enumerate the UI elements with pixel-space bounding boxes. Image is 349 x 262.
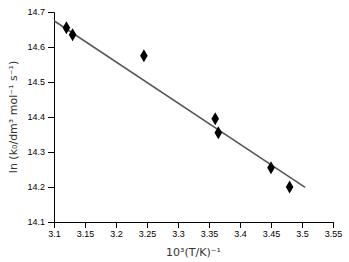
tick-label: 3.15 — [77, 229, 95, 239]
tick-label: 14.2 — [27, 182, 45, 192]
tick-mark — [48, 82, 54, 83]
tick-mark — [271, 222, 272, 228]
tick-mark — [209, 222, 210, 228]
point — [211, 112, 219, 125]
tick-mark — [48, 152, 54, 153]
tick-mark — [48, 222, 54, 223]
point — [140, 49, 148, 62]
point — [286, 180, 294, 193]
tick: 3.2 — [110, 222, 123, 239]
tick: 3.1 — [48, 222, 61, 239]
point — [267, 161, 275, 174]
point — [215, 126, 223, 139]
tick-label: 3.45 — [263, 229, 281, 239]
tick: 3.3 — [172, 222, 185, 239]
tick-mark — [48, 12, 54, 13]
tick-label: 3.5 — [296, 229, 309, 239]
axis-line — [48, 13, 55, 223]
tick-label: 3.1 — [48, 229, 61, 239]
y-axis-title: ln (k₀/dm³ mol⁻¹ s⁻¹) — [7, 61, 20, 173]
tick: 14.3 — [27, 147, 54, 157]
tick: 14.1 — [27, 217, 54, 227]
tick-label: 3.2 — [110, 229, 123, 239]
line — [54, 21, 305, 188]
y-axis: 14.1 14.2 14.3 14.4 14.5 14.6 14.7 — [27, 7, 54, 227]
tick-label: 14.1 — [27, 217, 45, 227]
tick-mark — [147, 222, 148, 228]
tick-label: 3.35 — [201, 229, 219, 239]
point — [69, 28, 77, 41]
tick-label: 3.25 — [139, 229, 157, 239]
tick: 3.25 — [139, 222, 157, 239]
tick-mark — [302, 222, 303, 228]
tick: 14.5 — [27, 77, 54, 87]
axis-line — [55, 223, 334, 229]
tick: 3.15 — [77, 222, 95, 239]
chart: 3.13.153.23.253.33.353.43.453.53.5514.11… — [0, 0, 349, 262]
x-axis-title: 10³(T/K)⁻¹ — [166, 246, 221, 259]
tick: 3.35 — [201, 222, 219, 239]
tick-mark — [85, 222, 86, 228]
tick-label: 14.6 — [27, 42, 45, 52]
tick: 3.5 — [296, 222, 309, 239]
tick: 3.4 — [234, 222, 247, 239]
tick-mark — [116, 222, 117, 228]
tick: 3.55 — [325, 222, 343, 239]
tick-label: 14.4 — [27, 112, 45, 122]
marks — [54, 21, 305, 194]
point — [63, 21, 71, 34]
tick: 14.2 — [27, 182, 54, 192]
tick: 14.6 — [27, 42, 54, 52]
tick-label: 14.7 — [27, 7, 45, 17]
tick-mark — [48, 187, 54, 188]
tick-mark — [48, 117, 54, 118]
tick-label: 14.5 — [27, 77, 45, 87]
tick-mark — [48, 47, 54, 48]
tick-label: 3.4 — [234, 229, 247, 239]
plot-area: 3.13.153.23.253.33.353.43.453.53.5514.11… — [27, 7, 342, 239]
tick: 14.4 — [27, 112, 54, 122]
tick-label: 14.3 — [27, 147, 45, 157]
tick-label: 3.55 — [325, 229, 343, 239]
x-axis: 3.1 3.15 3.2 3.25 3.3 3.35 3.4 3.45 3.5 3.55 — [48, 222, 342, 239]
tick-label: 3.3 — [172, 229, 185, 239]
tick: 14.7 — [27, 7, 54, 17]
tick-mark — [178, 222, 179, 228]
tick: 3.45 — [263, 222, 281, 239]
tick-mark — [240, 222, 241, 228]
tick-mark — [333, 222, 334, 228]
